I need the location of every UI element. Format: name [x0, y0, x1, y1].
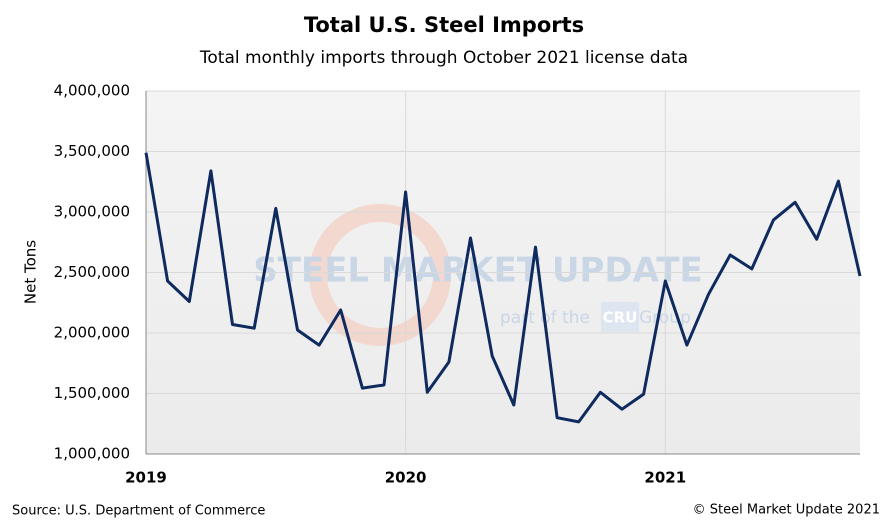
copyright: © Steel Market Update 2021 — [693, 503, 880, 518]
data-line — [144, 152, 862, 424]
y-tick-label: 1,500,000 — [54, 384, 130, 402]
chart-title: Total U.S. Steel Imports — [304, 13, 584, 37]
y-tick-label: 2,000,000 — [54, 324, 130, 342]
watermark-box — [601, 302, 639, 332]
watermark-text: CRU — [603, 309, 638, 327]
source: Source: U.S. Department of Commerce — [12, 504, 265, 519]
y-tick-label: 4,000,000 — [54, 82, 130, 100]
y-tick-label: 2,500,000 — [54, 263, 130, 281]
y-tick-label: 3,500,000 — [54, 142, 130, 160]
x-tick-label: 2021 — [644, 469, 686, 487]
y-axis-label: Net Tons — [22, 240, 40, 304]
watermark-logo — [309, 204, 451, 346]
y-tick-label: 3,000,000 — [54, 203, 130, 221]
x-tick-label: 2019 — [125, 469, 167, 487]
chart-subtitle: Total monthly imports through October 20… — [199, 48, 688, 68]
x-tick-label: 2020 — [385, 469, 427, 487]
y-tick-label: 1,000,000 — [54, 445, 130, 463]
